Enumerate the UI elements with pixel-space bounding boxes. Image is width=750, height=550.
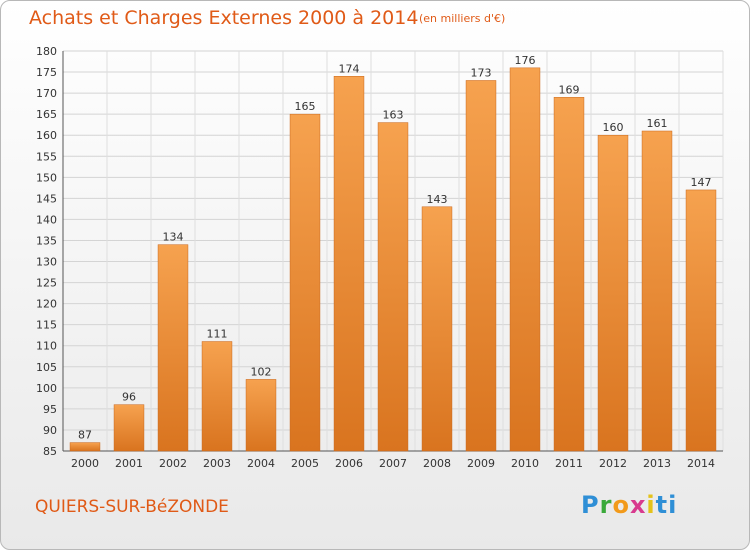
chart-title: Achats et Charges Externes 2000 à 2014 <box>29 7 419 29</box>
bar-value-label: 161 <box>647 117 668 130</box>
y-tick-label: 155 <box>36 150 57 163</box>
bar-value-label: 102 <box>251 365 272 378</box>
x-tick-label: 2012 <box>599 457 627 470</box>
x-tick-label: 2014 <box>687 457 715 470</box>
bar-value-label: 174 <box>339 62 360 75</box>
y-tick-label: 145 <box>36 192 57 205</box>
bar-value-label: 169 <box>559 83 580 96</box>
y-tick-label: 95 <box>43 403 57 416</box>
bar-value-label: 96 <box>122 391 136 404</box>
y-tick-label: 160 <box>36 129 57 142</box>
bar <box>597 134 629 452</box>
bar <box>113 404 145 452</box>
x-tick-label: 2009 <box>467 457 495 470</box>
bar <box>553 97 585 452</box>
chart-unit: (en milliers d'€) <box>419 12 506 25</box>
y-tick-label: 165 <box>36 108 57 121</box>
y-tick-label: 90 <box>43 424 57 437</box>
logo-letter: ti <box>655 491 678 519</box>
y-tick-label: 180 <box>36 45 57 58</box>
bar <box>509 67 541 452</box>
bar-value-label: 143 <box>427 193 448 206</box>
bar-value-label: 165 <box>295 100 316 113</box>
y-tick-label: 120 <box>36 298 57 311</box>
bar <box>333 76 365 452</box>
bar-value-label: 147 <box>691 176 712 189</box>
bar-value-label: 134 <box>163 231 184 244</box>
y-tick-label: 140 <box>36 213 57 226</box>
bar-value-label: 160 <box>603 121 624 134</box>
y-tick-label: 130 <box>36 256 57 269</box>
y-tick-label: 110 <box>36 340 57 353</box>
x-tick-label: 2010 <box>511 457 539 470</box>
x-tick-label: 2004 <box>247 457 275 470</box>
bar <box>289 113 321 452</box>
bar <box>421 206 453 452</box>
x-tick-label: 2013 <box>643 457 671 470</box>
logo-letter: r <box>599 491 613 519</box>
x-tick-label: 2002 <box>159 457 187 470</box>
y-tick-label: 115 <box>36 319 57 332</box>
x-tick-label: 2001 <box>115 457 143 470</box>
x-tick-label: 2005 <box>291 457 319 470</box>
bar-value-label: 176 <box>515 54 536 67</box>
bar <box>377 122 409 452</box>
x-tick-label: 2007 <box>379 457 407 470</box>
y-tick-label: 135 <box>36 234 57 247</box>
y-tick-label: 125 <box>36 277 57 290</box>
bar <box>641 130 673 452</box>
x-tick-label: 2003 <box>203 457 231 470</box>
town-name: QUIERS-SUR-BéZONDE <box>35 497 229 517</box>
logo-letter: x <box>629 491 647 519</box>
bar <box>465 80 497 452</box>
bar-value-label: 111 <box>207 328 228 341</box>
x-tick-label: 2008 <box>423 457 451 470</box>
bar-value-label: 173 <box>471 66 492 79</box>
x-tick-label: 2000 <box>71 457 99 470</box>
bar <box>157 244 189 452</box>
bar <box>69 442 101 452</box>
logo-letter: i <box>646 491 656 519</box>
bar <box>245 379 277 452</box>
proxiti-logo[interactable]: Proxiti <box>581 491 677 519</box>
bar-value-label: 87 <box>78 429 92 442</box>
x-tick-label: 2006 <box>335 457 363 470</box>
bar-value-label: 163 <box>383 109 404 122</box>
bar <box>201 341 233 452</box>
y-tick-label: 150 <box>36 171 57 184</box>
bars <box>69 67 717 452</box>
data-labels: 87 96 134 111 102 165 174 163 143 173 176 169 160 161… <box>78 54 712 442</box>
y-tick-label: 85 <box>43 445 57 458</box>
logo-letter: o <box>612 491 630 519</box>
y-tick-label: 170 <box>36 87 57 100</box>
x-tick-label: 2011 <box>555 457 583 470</box>
bar <box>685 189 717 452</box>
y-tick-label: 175 <box>36 66 57 79</box>
y-tick-label: 100 <box>36 382 57 395</box>
y-tick-label: 105 <box>36 361 57 374</box>
logo-letter: P <box>581 491 600 519</box>
